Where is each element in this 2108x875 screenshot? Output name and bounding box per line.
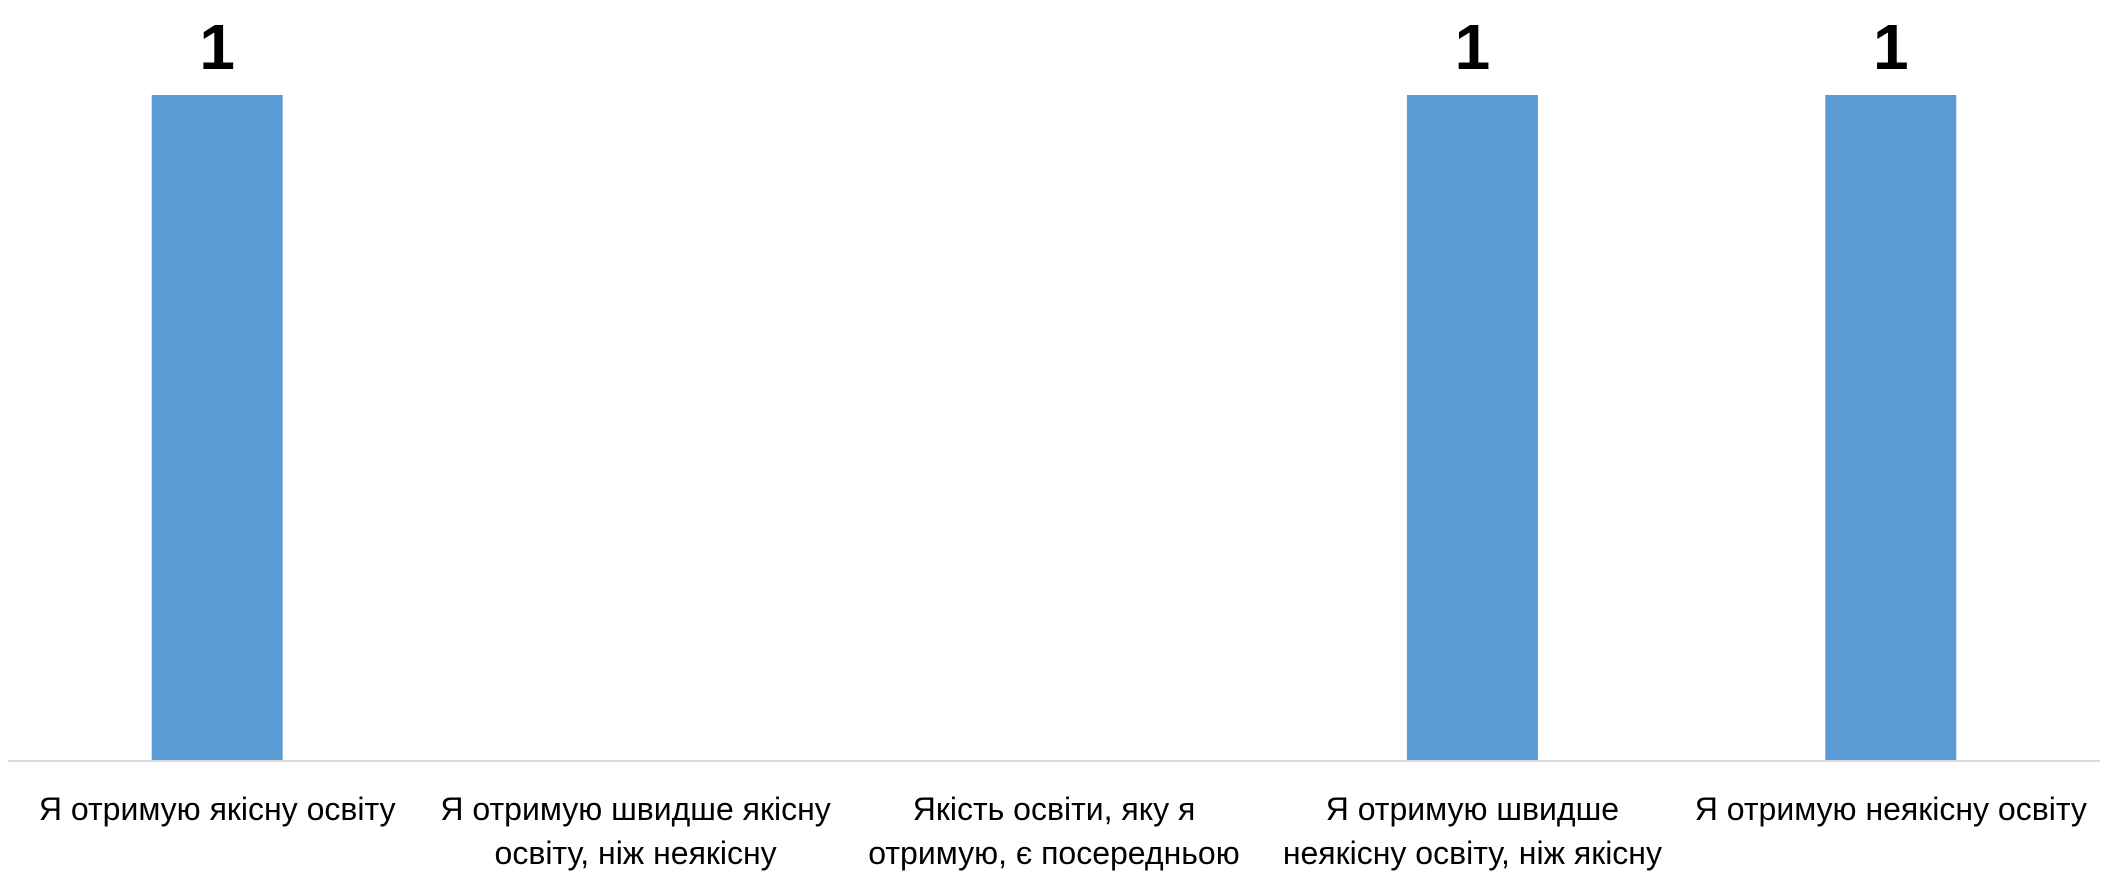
bar-4 (1406, 95, 1538, 760)
category-label-3: Якість освіти, яку я отримую, є посередн… (868, 791, 1240, 871)
bars-group (151, 95, 1957, 760)
data-label-1: 1 (199, 11, 235, 83)
bar-1 (151, 95, 283, 760)
data-label-5: 1 (1873, 11, 1909, 83)
category-label-1: Я отримую якісну освіту (38, 791, 396, 827)
category-label-2: Я отримую швидше якісну освіту, ніж неяк… (440, 791, 831, 871)
category-label-5: Я отримую неякісну освіту (1694, 791, 2087, 827)
data-label-4: 1 (1455, 11, 1491, 83)
category-label-4: Я отримую швидше неякісну освіту, ніж як… (1282, 791, 1662, 871)
data-labels-group: 1 1 1 (199, 11, 1908, 83)
bar-5 (1825, 95, 1957, 760)
